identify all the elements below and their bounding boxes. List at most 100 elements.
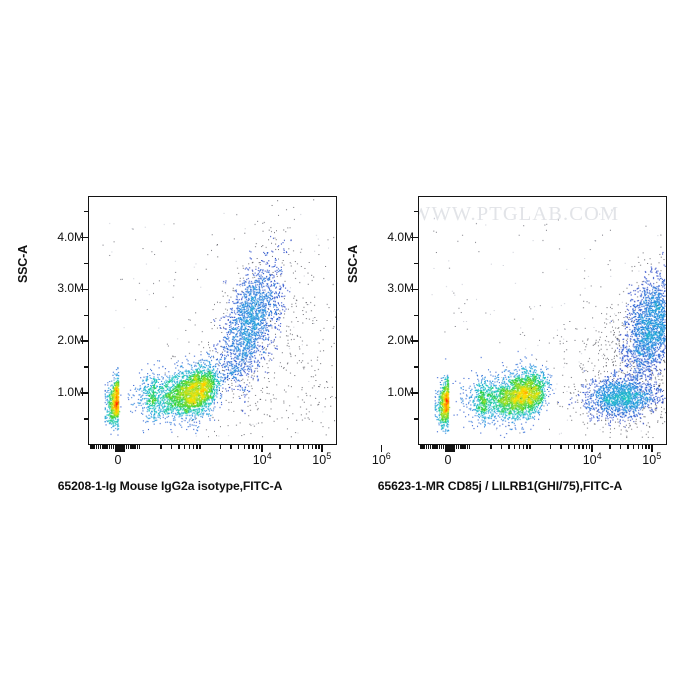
y-tick-major [81,288,88,291]
x-tick-minor [439,445,441,449]
scatter-density-canvas [89,197,336,444]
x-tick-minor [529,445,531,449]
x-tick-minor [318,445,320,449]
scatter-plot-area[interactable] [88,196,337,445]
x-tick-minor [444,445,448,452]
x-tick-minor [114,445,118,452]
x-tick-minor [500,445,503,449]
x-tick-minor [123,445,126,449]
x-tick-minor [92,445,94,449]
x-tick-minor [184,445,186,449]
x-tick-minor [170,445,173,449]
scatter-plot-area[interactable]: WWW.PTGLAB.COM [418,196,667,445]
scatter-density-canvas [419,197,666,444]
x-tick-minor [514,445,516,449]
x-tick-minor [315,445,317,449]
x-tick-minor [437,445,439,449]
x-tick-label: 105 [312,450,332,467]
y-tick-minor [414,210,418,213]
y-tick-label: 2.0M [387,333,414,348]
x-tick-minor [508,445,510,449]
x-tick-minor [518,445,521,449]
plot-panel-cd85j: SSC-A 1.0M 2.0M 3.0M 4.0M 0 104 105 106 WWW.PT… [346,165,667,515]
x-tick-minor [237,445,240,449]
x-tick-minor [230,445,232,449]
x-tick-minor [199,445,201,449]
x-tick-minor [648,445,650,449]
y-tick-label: 1.0M [57,385,84,400]
x-tick-minor [578,445,580,449]
x-tick-minor [131,445,133,449]
x-tick-minor [243,445,245,449]
y-tick-major [411,288,418,291]
y-tick-minor [84,262,88,265]
y-axis-title: SSC-A [16,245,30,283]
x-tick-minor [627,445,629,449]
x-tick-minor [311,445,314,449]
x-tick-minor [112,445,115,449]
x-tick-minor [90,445,92,449]
x-tick-minor [522,445,525,449]
x-tick-minor [97,445,100,449]
x-tick-minor [196,445,198,449]
x-tick-minor [442,445,445,449]
y-tick-minor [84,366,88,368]
x-tick-minor [450,445,453,452]
x-tick-minor [435,445,437,449]
x-tick-minor [255,445,258,449]
x-tick-minor [101,445,103,449]
x-tick-minor [192,445,195,449]
x-tick-minor [219,445,222,449]
x-tick-major [261,445,263,452]
x-tick-minor [425,445,428,449]
x-tick-minor [431,445,433,449]
x-tick-minor [160,445,162,449]
x-tick-minor [448,445,451,452]
x-tick-minor [459,445,461,449]
x-tick-minor [127,445,129,449]
y-tick-major [411,340,418,343]
x-tick-minor [440,445,443,449]
x-tick-minor [490,445,492,449]
x-tick-minor [279,445,281,449]
x-tick-minor [452,445,455,452]
x-tick-minor [455,445,458,449]
y-tick-minor [84,418,88,420]
x-tick-minor [258,445,261,449]
x-tick-minor [103,445,105,449]
y-tick-major [81,340,88,343]
x-tick-minor [468,445,471,449]
x-tick-major [320,445,323,452]
x-tick-minor [609,445,611,449]
x-tick-minor [463,445,465,449]
y-tick-label: 4.0M [57,229,84,244]
x-tick-minor [125,445,128,449]
x-tick-minor [107,445,109,449]
y-tick-minor [414,418,418,420]
y-axis-title: SSC-A [346,245,360,283]
y-tick-major [81,236,88,239]
x-tick-minor [129,445,131,449]
x-tick-minor [633,445,635,449]
x-tick-minor [433,445,435,449]
x-tick-minor [457,445,459,449]
x-tick-minor [585,445,588,449]
y-tick-major [411,392,418,394]
x-tick-minor [549,445,552,449]
x-tick-label: 104 [582,450,602,467]
x-tick-minor [420,445,422,449]
x-tick-minor [137,445,139,449]
x-tick-minor [588,445,591,449]
x-tick-minor [465,445,467,449]
x-tick-minor [110,445,113,449]
y-tick-minor [84,314,88,316]
x-tick-minor [424,445,426,449]
x-tick-minor [307,445,310,449]
x-tick-minor [429,445,431,449]
x-tick-minor [560,445,562,449]
x-tick-minor [567,445,570,449]
x-tick-major [591,445,593,452]
x-tick-minor [109,445,111,449]
x-tick-minor [427,445,430,449]
